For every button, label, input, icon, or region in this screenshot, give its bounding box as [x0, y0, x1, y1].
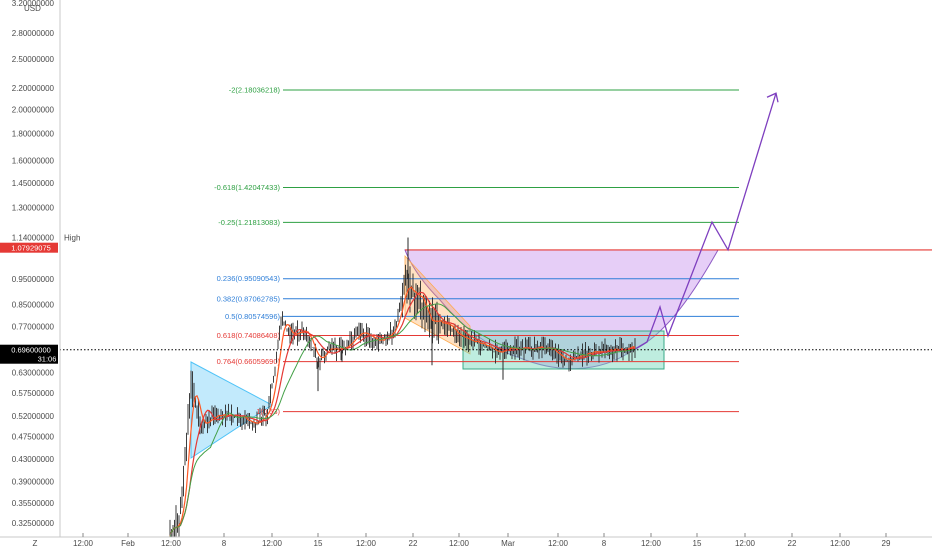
fib-label: 0.236(0.95090543): [217, 274, 281, 283]
last-price-tag: [0, 344, 58, 364]
price-tick-label: 0.52000000: [12, 412, 55, 421]
time-tick-label: 12:00: [735, 539, 756, 548]
time-tick-label: 22: [409, 539, 418, 548]
time-tick-label: 22: [788, 539, 797, 548]
price-tick-label: 0.57500000: [12, 389, 55, 398]
price-tick-label: 2.20000000: [12, 84, 55, 93]
price-tick-label: 2.50000000: [12, 55, 55, 64]
time-tick-label: 12:00: [641, 539, 662, 548]
high-price-tag: [0, 242, 58, 253]
fib-label: 0.764(0.66059690): [217, 357, 281, 366]
fib-label: 0.618(0.74086408): [217, 331, 281, 340]
time-tick-label: 8: [602, 539, 607, 548]
price-tick-label: 0.63000000: [12, 368, 55, 377]
price-tick-label: 1.80000000: [12, 130, 55, 139]
price-tick-label: 0.43000000: [12, 455, 55, 464]
time-tick-label: 29: [882, 539, 891, 548]
price-tick-label: 0.77000000: [12, 323, 55, 332]
price-tick-label: 1.45000000: [12, 179, 55, 188]
fib-label: -2(2.18036218): [229, 86, 281, 95]
price-tick-label: 1.30000000: [12, 204, 55, 213]
price-tick-label: 0.85000000: [12, 300, 55, 309]
price-tick-label: 2.00000000: [12, 106, 55, 115]
time-tick-label: 15: [693, 539, 702, 548]
time-tick-label: 8: [222, 539, 227, 548]
price-tick-label: 0.35500000: [12, 499, 55, 508]
price-tick-label: 3.20000000: [12, 0, 55, 8]
moving-average-slow: [169, 303, 635, 537]
price-tick-label: 0.47500000: [12, 433, 55, 442]
moving-average-fast: [169, 286, 636, 537]
price-layer: [0, 237, 932, 550]
price-tick-label: 2.80000000: [12, 29, 55, 38]
time-tick-label: 12:00: [548, 539, 569, 548]
time-tick-label: 12:00: [449, 539, 470, 548]
fib-label: 0.382(0.87062785): [217, 294, 281, 303]
price-axis-background: [0, 0, 60, 550]
price-tick-label: 1.60000000: [12, 156, 55, 165]
price-tick-label: 0.95000000: [12, 275, 55, 284]
fib-label: 1(0.53): [256, 407, 280, 416]
time-tick-label: 15: [314, 539, 323, 548]
price-tick-label: 1.14000000: [12, 234, 55, 243]
projection-layer: [635, 92, 779, 349]
time-tick-label: 12:00: [73, 539, 94, 548]
fib-label: -0.25(1.21813083): [218, 218, 280, 227]
currency-label: USD: [24, 4, 41, 13]
price-tick-label: 0.39000000: [12, 477, 55, 486]
price-tick-label: 0.32500000: [12, 519, 55, 528]
time-tick-label: 12:00: [161, 539, 182, 548]
projection-path: [635, 93, 777, 349]
bar-countdown-text: 31:06: [38, 355, 57, 364]
last-price-tag-text: 0.69600000: [11, 346, 51, 355]
fib-label: -0.618(1.42047433): [214, 183, 280, 192]
timezone-button[interactable]: Z: [33, 539, 38, 548]
time-tick-label: Mar: [501, 539, 515, 548]
time-tick-label: 12:00: [262, 539, 283, 548]
time-tick-label: 12:00: [356, 539, 377, 548]
high-marker-label: High: [64, 234, 80, 243]
time-tick-label: 12:00: [830, 539, 851, 548]
cup-pattern-shape: [404, 249, 719, 370]
fibonacci-layer: -2(2.18036218) -0.618(1.42047433) -0.25(1.…: [214, 86, 932, 416]
projection-arrowhead: [766, 92, 779, 103]
time-tick-label: Feb: [121, 539, 135, 548]
time-axis-background: [0, 537, 932, 550]
high-price-tag-text: 1.07929075: [11, 244, 51, 253]
fib-label: 0.5(0.80574596): [225, 312, 281, 321]
